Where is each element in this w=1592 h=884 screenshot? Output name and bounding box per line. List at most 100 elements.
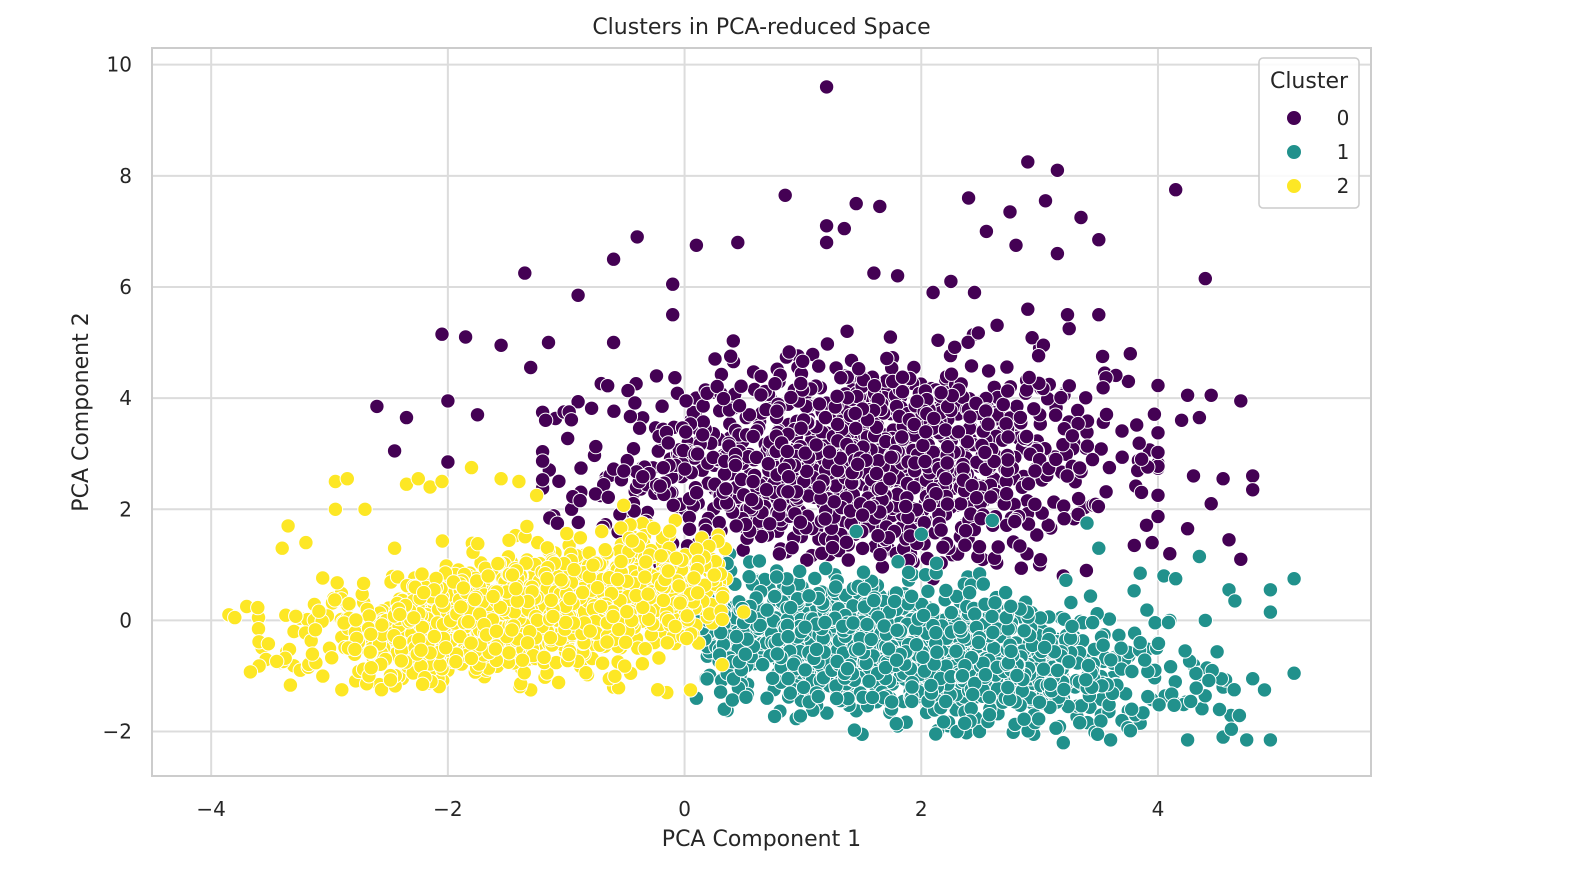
cluster-1-point [737, 646, 753, 662]
cluster-1-point [920, 583, 936, 599]
cluster-0-point [817, 511, 833, 527]
cluster-0-point [998, 416, 1014, 432]
cluster-1-point [1231, 707, 1248, 724]
cluster-2-point [386, 540, 403, 556]
y-axis-title: PCA Component 2 [69, 312, 94, 511]
cluster-1-point [751, 553, 768, 569]
cluster-2-point [593, 598, 609, 615]
cluster-1-point [1262, 604, 1279, 620]
cluster-1-point [728, 628, 745, 645]
cluster-1-point [828, 579, 844, 595]
cluster-2-point [434, 473, 450, 490]
cluster-0-point [572, 492, 588, 509]
cluster-1-point [1132, 565, 1148, 581]
cluster-1-point [828, 690, 845, 707]
cluster-0-point [767, 376, 783, 392]
cluster-1-point [1286, 571, 1302, 587]
cluster-0-point [1078, 562, 1095, 579]
cluster-0-point [821, 444, 838, 460]
cluster-1-point [984, 608, 1000, 625]
cluster-2-point [487, 641, 504, 657]
cluster-0-point [549, 515, 566, 531]
cluster-2-point [463, 650, 480, 667]
x-axis-title: PCA Component 1 [662, 827, 861, 852]
cluster-0-point [811, 396, 828, 412]
x-tick-label: 0 [678, 797, 691, 821]
cluster-1-point [851, 641, 867, 657]
cluster-1-point [1183, 693, 1199, 710]
cluster-1-point [1286, 665, 1302, 681]
cluster-1-point [848, 523, 864, 540]
cluster-2-point [714, 657, 730, 673]
cluster-0-point [1203, 387, 1219, 403]
cluster-0-point [369, 398, 385, 415]
cluster-0-point [1049, 162, 1066, 179]
cluster-0-point [829, 388, 845, 404]
x-tick-label: −2 [433, 797, 462, 821]
cluster-0-point [851, 361, 867, 377]
cluster-0-point [829, 416, 846, 432]
cluster-1-point [1211, 701, 1228, 718]
cluster-1-point [1147, 615, 1163, 631]
cluster-2-point [514, 652, 531, 668]
cluster-2-point [672, 595, 688, 611]
cluster-0-point [980, 416, 996, 432]
cluster-1-point [961, 585, 978, 601]
cluster-2-point [463, 459, 480, 476]
cluster-1-point [759, 602, 775, 618]
cluster-0-point [625, 441, 642, 457]
cluster-1-point [1113, 640, 1129, 656]
cluster-0-point [386, 443, 403, 459]
cluster-0-point [551, 473, 567, 489]
cluster-1-point [1042, 676, 1059, 692]
cluster-0-point [769, 403, 785, 419]
cluster-1-point [1132, 635, 1148, 651]
cluster-1-point [1226, 682, 1242, 698]
cluster-1-point [1055, 735, 1072, 751]
cluster-0-point [760, 456, 776, 472]
cluster-0-point [780, 484, 796, 500]
cluster-0-point [939, 496, 956, 512]
cluster-2-point [637, 569, 653, 585]
cluster-0-point [894, 384, 911, 400]
cluster-0-point [866, 265, 882, 281]
cluster-1-point [1160, 614, 1177, 631]
cluster-0-point [600, 489, 616, 505]
cluster-1-point [855, 564, 872, 580]
cluster-2-point [463, 635, 479, 651]
cluster-0-point [777, 187, 793, 204]
cluster-2-point [662, 523, 678, 539]
cluster-1-point [1103, 652, 1119, 668]
cluster-0-point [882, 329, 899, 345]
cluster-1-point [1262, 732, 1279, 748]
cluster-2-point [327, 501, 344, 517]
cluster-0-point [1059, 468, 1075, 484]
cluster-0-point [937, 422, 954, 438]
cluster-0-point [1020, 154, 1036, 170]
cluster-2-point [516, 665, 532, 681]
cluster-0-point [1000, 383, 1016, 399]
cluster-0-point [866, 378, 883, 394]
cluster-1-point [699, 671, 715, 687]
cluster-0-point [1114, 423, 1130, 439]
cluster-0-point [629, 229, 645, 245]
cluster-0-point [978, 223, 995, 240]
cluster-1-point [923, 677, 939, 694]
cluster-0-point [583, 400, 600, 416]
cluster-0-point [962, 409, 978, 425]
cluster-0-point [1012, 409, 1029, 426]
cluster-2-point [504, 622, 520, 638]
cluster-1-point [928, 625, 944, 641]
cluster-2-point [391, 634, 408, 651]
cluster-1-point [970, 634, 987, 651]
cluster-1-point [928, 726, 944, 742]
legend-marker-2 [1286, 178, 1302, 194]
cluster-0-point [957, 537, 973, 553]
cluster-1-point [1139, 602, 1155, 618]
cluster-0-point [1150, 444, 1166, 461]
cluster-2-point [282, 677, 299, 693]
cluster-0-point [1047, 407, 1064, 423]
cluster-2-point [542, 630, 559, 646]
cluster-0-point [709, 378, 725, 395]
